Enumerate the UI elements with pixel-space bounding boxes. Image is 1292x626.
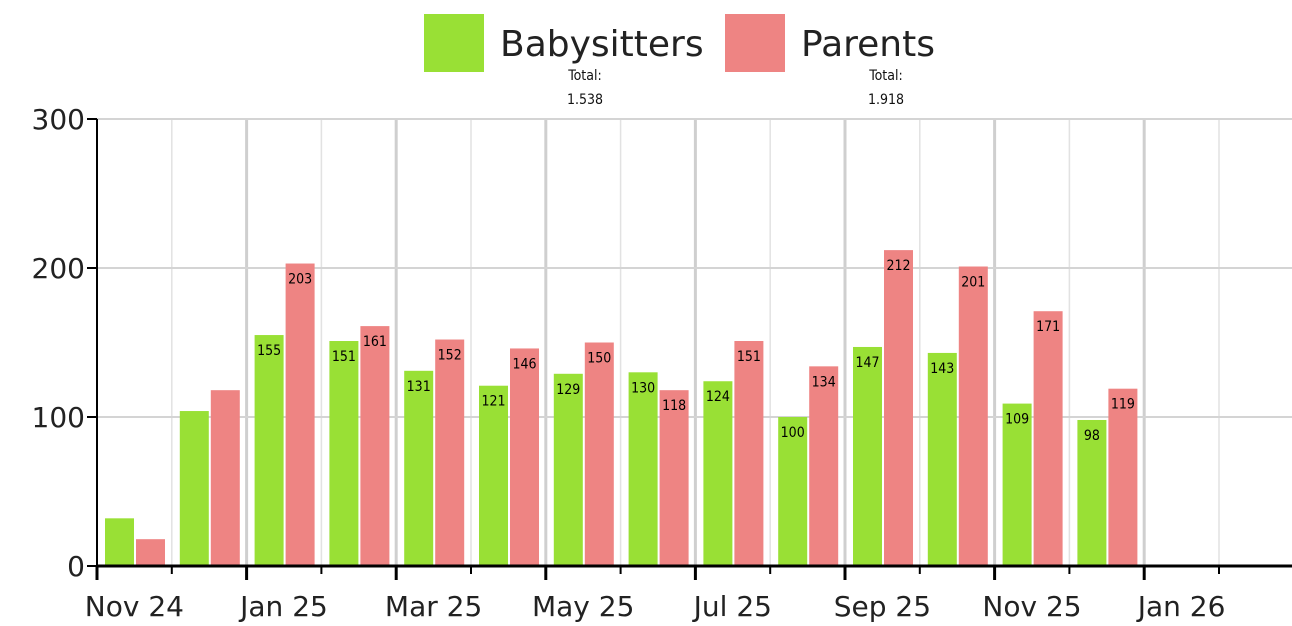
bar	[285, 263, 315, 566]
bar	[360, 326, 390, 566]
legend-total: 1.918	[868, 92, 904, 108]
bar	[254, 335, 284, 566]
bar	[105, 518, 134, 566]
legend-total-title: Total:	[567, 68, 601, 84]
value-label: 100	[781, 425, 805, 441]
value-label: 143	[930, 361, 954, 377]
x-tick-label: May 25	[532, 590, 634, 623]
bar	[809, 366, 839, 566]
x-tick-label: Nov 24	[85, 590, 184, 623]
value-label: 146	[512, 356, 536, 372]
bar	[853, 346, 882, 566]
value-label: 150	[587, 351, 611, 367]
legend-total: 1.538	[567, 92, 603, 108]
value-label: 151	[332, 349, 356, 365]
bar	[927, 352, 957, 566]
bar	[703, 381, 733, 566]
bar	[884, 250, 913, 566]
legend-label: Parents	[801, 24, 935, 65]
x-tick-label: Jul 25	[692, 590, 772, 623]
bar	[404, 370, 434, 566]
bar	[435, 339, 465, 566]
bar	[329, 341, 359, 566]
bar	[210, 390, 240, 566]
value-label: 151	[737, 349, 761, 365]
bar	[958, 266, 988, 566]
legend-swatch	[725, 14, 785, 72]
x-tick-label: Jan 26	[1136, 590, 1226, 623]
value-label: 118	[662, 398, 686, 414]
value-label: 131	[407, 379, 431, 395]
value-label: 98	[1084, 428, 1100, 444]
bar	[553, 373, 583, 566]
x-tick-label: Nov 25	[982, 590, 1081, 623]
value-label: 119	[1111, 397, 1135, 413]
value-label: 130	[631, 380, 655, 396]
value-label: 155	[257, 343, 281, 359]
value-label: 152	[438, 348, 462, 364]
bar	[584, 342, 614, 566]
bar	[734, 341, 764, 566]
value-label: 161	[363, 334, 387, 350]
value-label: 147	[855, 355, 879, 371]
value-label: 124	[706, 389, 730, 405]
bar	[778, 417, 808, 566]
x-tick-label: Jan 25	[238, 590, 328, 623]
x-tick-label: Sep 25	[834, 590, 931, 623]
y-tick-label: 100	[32, 401, 85, 434]
x-tick-label: Mar 25	[385, 590, 482, 623]
bar	[1108, 388, 1138, 566]
y-tick-label: 200	[32, 252, 85, 285]
y-tick-label: 300	[32, 103, 85, 136]
bar	[1077, 419, 1107, 566]
value-label: 212	[886, 258, 910, 274]
bar	[179, 411, 209, 566]
legend-swatch	[424, 14, 484, 72]
legend-total-title: Total:	[868, 68, 902, 84]
bar	[628, 372, 658, 566]
value-label: 171	[1036, 319, 1060, 335]
bar	[1002, 403, 1032, 566]
value-label: 121	[481, 394, 505, 410]
value-label: 109	[1005, 412, 1029, 428]
bar	[479, 385, 508, 566]
bar	[1033, 311, 1063, 566]
bar	[136, 539, 165, 566]
value-label: 134	[812, 374, 836, 390]
value-label: 129	[556, 382, 580, 398]
bar	[510, 348, 539, 566]
y-tick-label: 0	[67, 550, 85, 583]
value-label: 203	[288, 272, 312, 288]
legend-label: Babysitters	[500, 24, 704, 65]
value-label: 201	[961, 275, 985, 291]
bar	[659, 390, 689, 566]
